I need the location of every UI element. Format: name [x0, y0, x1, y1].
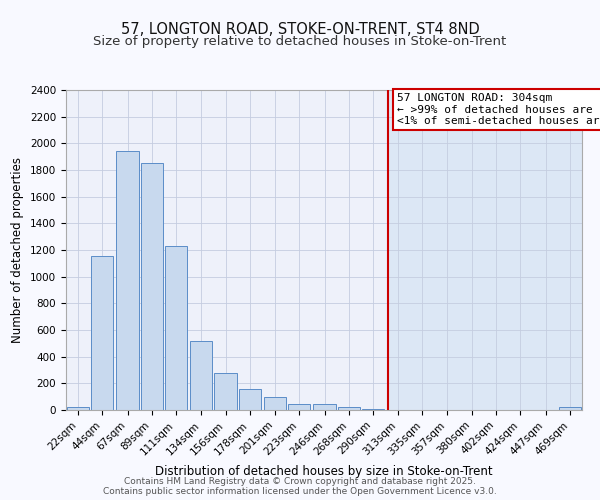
Bar	[288, 404, 310, 410]
Text: 57 LONGTON ROAD: 304sqm
← >99% of detached houses are smaller (7,342)
<1% of sem: 57 LONGTON ROAD: 304sqm ← >99% of detach…	[397, 92, 600, 126]
Bar	[338, 408, 360, 410]
Bar	[388, 90, 582, 410]
X-axis label: Distribution of detached houses by size in Stoke-on-Trent: Distribution of detached houses by size …	[155, 465, 493, 478]
Bar	[165, 246, 187, 410]
Bar	[239, 390, 261, 410]
Y-axis label: Number of detached properties: Number of detached properties	[11, 157, 25, 343]
Bar	[140, 164, 163, 410]
Text: Size of property relative to detached houses in Stoke-on-Trent: Size of property relative to detached ho…	[94, 35, 506, 48]
Bar	[190, 342, 212, 410]
Bar	[67, 406, 89, 410]
Bar	[116, 152, 139, 410]
Bar	[313, 404, 335, 410]
Text: 57, LONGTON ROAD, STOKE-ON-TRENT, ST4 8ND: 57, LONGTON ROAD, STOKE-ON-TRENT, ST4 8N…	[121, 22, 479, 38]
Text: Contains public sector information licensed under the Open Government Licence v3: Contains public sector information licen…	[103, 488, 497, 496]
Bar	[362, 408, 384, 410]
Bar	[91, 256, 113, 410]
Text: Contains HM Land Registry data © Crown copyright and database right 2025.: Contains HM Land Registry data © Crown c…	[124, 478, 476, 486]
Bar	[264, 398, 286, 410]
Bar	[559, 408, 581, 410]
Bar	[214, 374, 236, 410]
